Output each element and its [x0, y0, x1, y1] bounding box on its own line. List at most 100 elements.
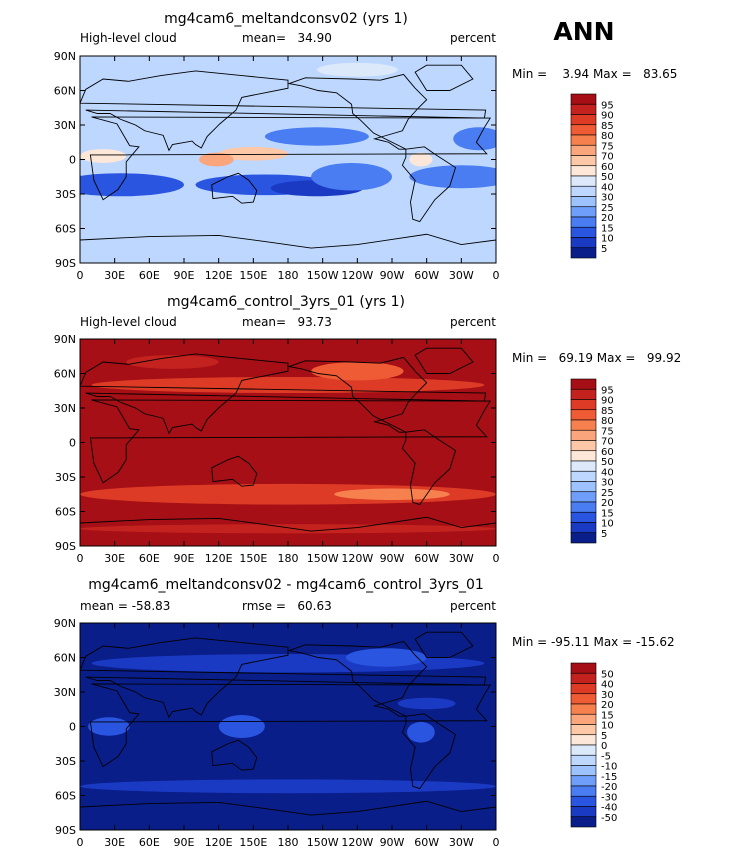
colorbar-swatch [570, 785, 597, 797]
x-tick-label: 30E [104, 552, 125, 565]
colorbar-swatch [570, 662, 597, 674]
panel-title: mg4cam6_meltandconsv02 (yrs 1) [164, 11, 408, 27]
mean-label: mean= 93.73 [242, 315, 332, 329]
x-tick-label: 60E [139, 269, 160, 282]
colorbar-swatch [570, 724, 597, 736]
field-region [80, 173, 184, 197]
field-region [311, 162, 392, 191]
x-axis: 0 30E 60E 90E 120E 150E 180 150W 120W 90W 60W 30W 0 [77, 339, 500, 565]
x-tick-label: 180 [278, 836, 299, 849]
map-field [80, 56, 496, 263]
colorbar-swatch [570, 103, 597, 115]
y-tick-label: 30N [54, 686, 76, 699]
colorbar-label: -15 [601, 772, 617, 783]
x-tick-label: 150E [239, 269, 267, 282]
colorbar-label: 90 [601, 111, 614, 122]
x-tick-label: 180 [278, 269, 299, 282]
y-tick-label: 30N [54, 402, 76, 415]
colorbar-swatch [570, 501, 597, 513]
map-field [80, 339, 496, 546]
x-tick-label: 90E [174, 269, 195, 282]
x-tick-label: 30W [449, 269, 474, 282]
x-tick-label: 90E [174, 552, 195, 565]
colorbar-label: 60 [601, 162, 614, 173]
colorbar-label: 15 [601, 223, 614, 234]
x-tick-label: 30W [449, 552, 474, 565]
coastline [287, 73, 428, 150]
x-tick-label: 60E [139, 552, 160, 565]
min-max-label: Min = -95.11 Max = -15.62 [512, 635, 675, 649]
colorbar-label: 50 [601, 669, 614, 680]
x-tick-label: 30E [104, 269, 125, 282]
panel-title: mg4cam6_control_3yrs_01 (yrs 1) [167, 294, 405, 310]
field-region [218, 146, 288, 161]
mean-label: mean= 34.90 [242, 31, 332, 45]
field-region [80, 779, 496, 794]
colorbar-swatch [570, 775, 597, 787]
y-axis: 90N 60N 30N 0 30S 60S 90S [54, 333, 496, 553]
x-tick-label: 60E [139, 836, 160, 849]
y-tick-label: 90N [54, 333, 76, 346]
colorbar-swatch [570, 226, 597, 238]
colorbar-label: 70 [601, 152, 614, 163]
field-region [218, 715, 265, 738]
panel-3: mg4cam6_meltandconsv02 - mg4cam6_control… [54, 577, 675, 849]
field-region [88, 717, 130, 736]
y-tick-label: 90S [55, 257, 76, 270]
colorbar-swatch [570, 388, 597, 400]
x-tick-label: 0 [77, 269, 84, 282]
season-label: ANN [553, 17, 614, 46]
colorbar-swatch [570, 522, 597, 534]
x-tick-label: 60W [414, 269, 439, 282]
x-tick-label: 120W [341, 552, 373, 565]
x-tick-label: 150E [239, 552, 267, 565]
field-region [409, 152, 433, 167]
colorbar-swatch [570, 511, 597, 523]
coastline [80, 516, 496, 546]
x-tick-label: 30E [104, 836, 125, 849]
colorbar-swatch [570, 144, 597, 156]
coastlines [80, 631, 496, 830]
coastline [211, 739, 258, 771]
field-region [264, 127, 369, 146]
colorbar-label: 80 [601, 131, 614, 142]
colorbar-swatch [570, 175, 597, 187]
y-tick-label: 30S [55, 755, 76, 768]
colorbar-swatch [570, 683, 597, 695]
colorbar-label: 20 [601, 700, 614, 711]
colorbar-swatch [570, 491, 597, 503]
x-tick-label: 120W [341, 836, 373, 849]
x-tick-label: 0 [493, 836, 500, 849]
units-label: percent [450, 599, 496, 613]
colorbar-swatch [570, 206, 597, 218]
x-tick-label: 90W [380, 269, 405, 282]
x-tick-label: 150W [307, 836, 339, 849]
y-tick-label: 0 [69, 154, 76, 167]
coastlines [80, 64, 496, 263]
colorbar-swatch [570, 196, 597, 208]
field-region [345, 648, 427, 667]
colorbar-label: 30 [601, 193, 614, 204]
coastline [211, 172, 258, 204]
field-region [316, 62, 398, 77]
colorbar-swatch [570, 470, 597, 482]
colorbar-swatch [570, 450, 597, 462]
colorbar-label: 70 [601, 437, 614, 448]
colorbar-swatch [570, 216, 597, 228]
coastline [80, 637, 487, 719]
colorbar-swatch [570, 419, 597, 431]
colorbar-label: 80 [601, 416, 614, 427]
y-axis: 90N 60N 30N 0 30S 60S 90S [54, 50, 496, 270]
colorbar-label: 10 [601, 519, 614, 530]
coastlines [80, 347, 496, 546]
y-tick-label: 30S [55, 188, 76, 201]
colorbar-swatch [570, 795, 597, 807]
x-axis: 0 30E 60E 90E 120E 150E 180 150W 120W 90W 60W 30W 0 [77, 623, 500, 849]
x-tick-label: 120E [205, 836, 233, 849]
coastline [401, 713, 457, 790]
colorbar-swatch [570, 744, 597, 756]
field-region [407, 721, 435, 743]
